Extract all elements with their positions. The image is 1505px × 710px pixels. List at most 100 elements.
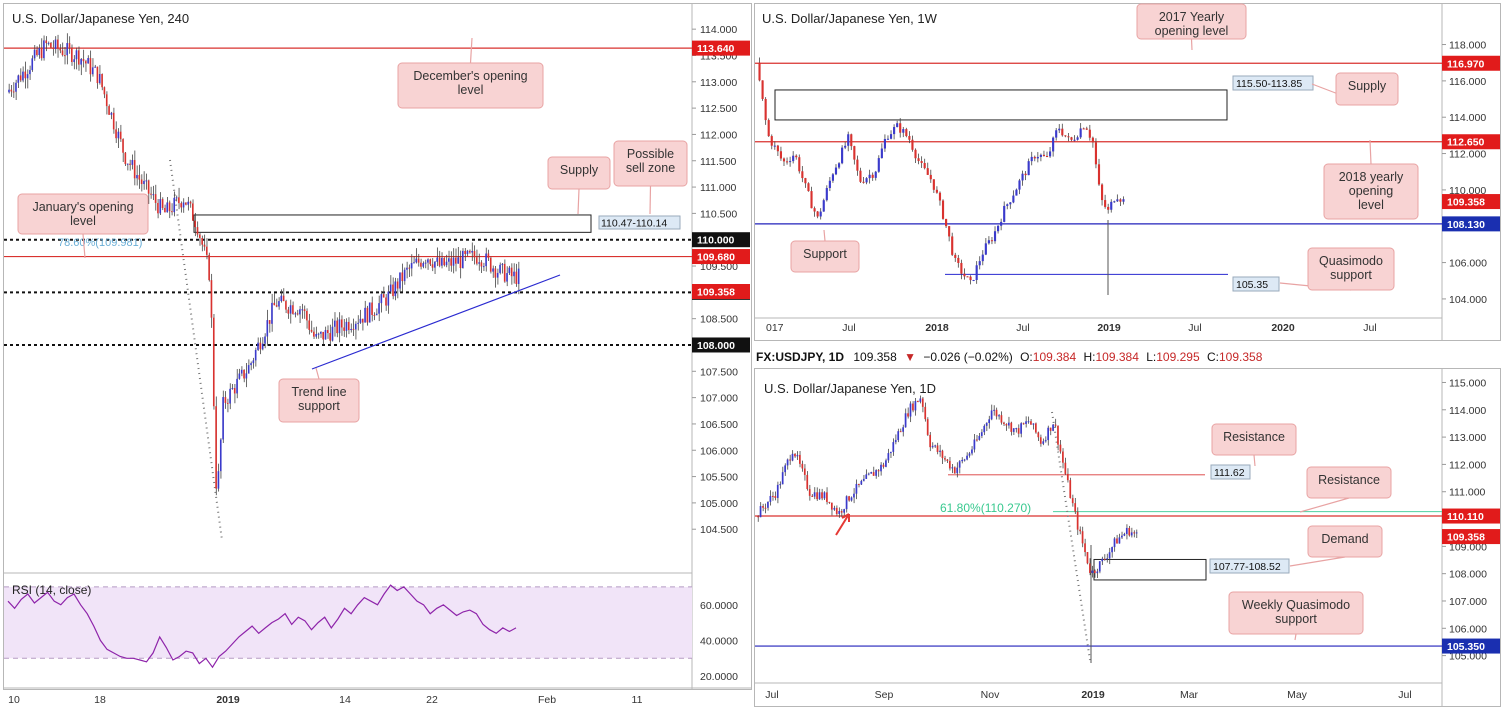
d1-header-l-label: L: [1146, 350, 1156, 364]
h4-y-tick-label: 112.000 [700, 129, 737, 141]
w1-candle-body [804, 178, 807, 184]
h4-level-label: 109.680 [697, 252, 735, 264]
h4-level-label: 108.000 [697, 340, 735, 352]
d1-y-tick-label: 111.000 [1449, 487, 1486, 499]
w1-candle-body [865, 178, 868, 183]
w1-current-price-label: 109.358 [1447, 197, 1485, 209]
d1-header-price: 109.358 [853, 350, 897, 364]
h4-candle-body [68, 43, 71, 48]
h4-candle-body [354, 323, 357, 330]
w1-candle-body [969, 276, 972, 281]
h4-candle-body [389, 284, 392, 292]
w1-candle-body [825, 188, 828, 201]
h4-candle-body [87, 58, 89, 64]
w1-candle-body [868, 174, 871, 179]
h4-candle-body [215, 406, 217, 489]
h4-x-tick-label: Feb [538, 694, 556, 706]
d1-y-tick-label: 107.000 [1449, 596, 1487, 608]
w1-candle-body [899, 123, 902, 133]
h4-candle-body [238, 373, 241, 379]
h4-candle-body [259, 342, 262, 350]
w1-y-axis: 118.000116.000114.000112.000110.000108.0… [1442, 40, 1487, 306]
h4-candle-body [273, 302, 276, 306]
d1-candle-body [995, 409, 998, 417]
w1-level-label: 108.130 [1447, 219, 1485, 231]
h4-candle-body [152, 194, 155, 196]
d1-y-tick-label: 112.000 [1449, 459, 1486, 471]
h4-candle-body [168, 202, 171, 212]
h4-candle-body [173, 197, 176, 213]
w1-candle-body [773, 145, 776, 147]
w1-candle-body [853, 146, 856, 160]
w1-candle-body [1100, 184, 1104, 201]
h4-y-tick-label: 111.500 [700, 156, 737, 168]
h4-zone-label-box [598, 215, 681, 230]
h4-candle-body [26, 74, 29, 79]
w1-panel-frame [754, 3, 1501, 341]
d1-candle-body [978, 435, 981, 440]
h4-candle-body [201, 238, 203, 245]
h4-callout-pointer [469, 37, 473, 64]
w1-zone-label-box [1232, 75, 1314, 91]
h4-candle-body [324, 330, 327, 340]
d1-candle-body [1042, 441, 1045, 444]
d1-candle-body [1034, 423, 1037, 433]
w1-candle-body [792, 155, 795, 162]
w1-y-tick-label: 106.000 [1449, 258, 1487, 270]
h4-candle-body [315, 333, 317, 337]
h4-candle-body [373, 314, 376, 316]
h4-candle-body [515, 271, 518, 284]
h4-candle-body [82, 58, 85, 62]
d1-candle-body [983, 425, 986, 433]
h4-supply-zone [193, 214, 592, 233]
w1-candle-body [831, 174, 834, 181]
h4-candle-body [461, 250, 464, 269]
h4-candle-body [175, 197, 178, 199]
w1-candle-body [951, 236, 954, 255]
d1-callout-box [1211, 423, 1297, 456]
h4-candle-body [45, 40, 48, 44]
h4-candle-body [73, 59, 75, 63]
h4-candle-body [385, 297, 387, 306]
h4-candle-body [417, 258, 420, 263]
h4-candle-body [301, 309, 304, 311]
d1-callout-text: Resistance [1223, 430, 1285, 444]
d1-res-label-box [1210, 464, 1251, 480]
h4-current-price-box [692, 283, 750, 299]
h4-candle-body [245, 373, 248, 379]
d1-candle-body [771, 495, 774, 497]
h4-candle-body [496, 272, 499, 278]
d1-candle-body [877, 470, 880, 472]
h4-candle-body [10, 89, 13, 92]
d1-candle-body [767, 501, 769, 508]
d1-candle-body [803, 468, 806, 475]
d1-candle-body [1000, 415, 1003, 423]
w1-candle-body [782, 158, 786, 162]
h4-candle-body [510, 267, 513, 277]
w1-candle-body [1085, 128, 1088, 130]
h4-candle-body [352, 328, 355, 330]
h4-candle-body [157, 202, 159, 214]
h4-candle-body [150, 193, 152, 195]
h4-candle-body [17, 75, 20, 83]
h4-candle-body [129, 163, 131, 165]
w1-candle-body [1030, 156, 1033, 162]
h4-candle-body [310, 329, 313, 332]
d1-candle-body [963, 459, 966, 461]
d1-y-tick-label: 105.000 [1449, 651, 1487, 663]
h4-level-label-box [692, 249, 750, 265]
h4-candle-body [306, 310, 308, 321]
d1-callout-text: Resistance [1318, 473, 1380, 487]
w1-callout-text: 2018 yearly [1339, 170, 1404, 184]
w1-callout-text: Support [803, 247, 847, 261]
d1-candle-body [1017, 428, 1020, 434]
d1-candle-body [789, 459, 791, 461]
d1-candle-body [806, 474, 809, 490]
h4-candle-body [466, 250, 469, 254]
h4-candle-body [403, 269, 406, 282]
d1-candle-body [1015, 428, 1018, 430]
d1-candle-body [1123, 533, 1126, 536]
h4-candle-body [513, 271, 515, 277]
w1-candle-body [966, 276, 969, 278]
h4-candle-body [399, 272, 401, 289]
